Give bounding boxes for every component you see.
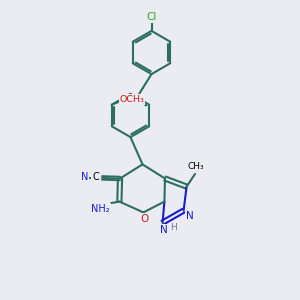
Text: OCH₃: OCH₃ [119,95,144,104]
Text: N: N [81,172,88,182]
Text: O: O [130,97,138,107]
Text: C: C [92,172,99,182]
Text: N: N [160,225,168,235]
Text: CH₃: CH₃ [188,162,204,171]
Text: O: O [141,214,149,224]
Text: H: H [170,223,176,232]
Text: N: N [186,211,194,221]
Text: Cl: Cl [146,12,157,22]
Text: NH₂: NH₂ [92,204,110,214]
